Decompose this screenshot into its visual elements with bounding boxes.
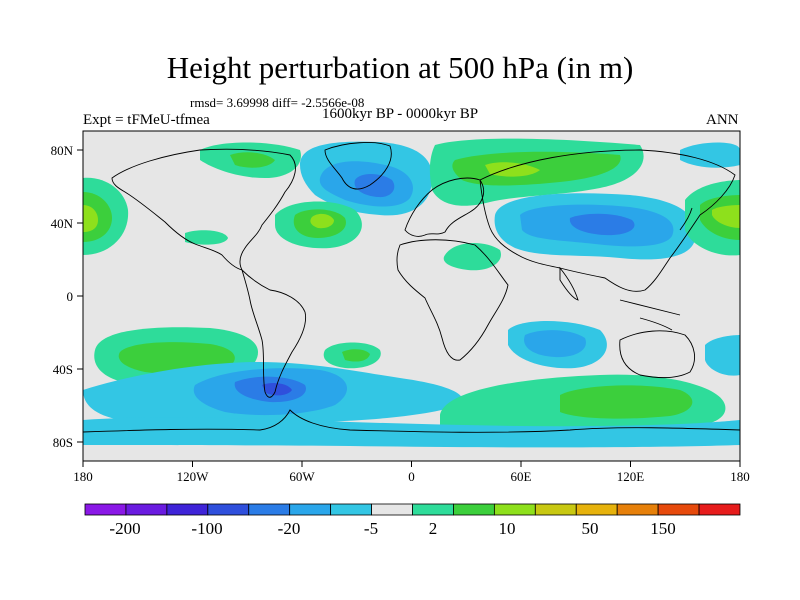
colorbar-swatch	[207, 503, 250, 516]
colorbar-swatch	[534, 503, 577, 516]
colorbar-swatch	[248, 503, 291, 516]
colorbar-swatch	[493, 503, 536, 516]
x-tick-label: 60W	[289, 469, 315, 484]
colorbar-swatch	[289, 503, 332, 516]
colorbar-swatch	[412, 503, 454, 516]
rmsd-diff-stats: rmsd= 3.69998 diff= -2.5566e-08	[190, 95, 365, 110]
x-tick-label: 0	[408, 469, 415, 484]
y-axis-labels: 80N 40N 0 40S 80S	[51, 143, 74, 450]
x-tick-label: 120W	[177, 469, 210, 484]
colorbar-labels: -200 -100 -20 -5 2 10 50 150	[109, 519, 675, 538]
experiment-label: Expt = tFMeU-tfmea	[83, 112, 210, 128]
colorbar-swatch	[371, 503, 413, 516]
colorbar-label: 2	[429, 519, 438, 538]
colorbar-swatch	[616, 503, 659, 516]
tick-marks	[77, 149, 741, 467]
colorbar-swatch	[698, 503, 741, 516]
time-period-label: 1600kyr BP - 0000kyr BP	[322, 106, 479, 122]
colorbar	[84, 503, 741, 516]
y-tick-label: 40S	[53, 362, 73, 377]
contour-negative-antarctica	[83, 417, 740, 448]
colorbar-swatch	[453, 503, 495, 516]
y-tick-label: 0	[67, 289, 74, 304]
colorbar-swatch	[84, 503, 127, 516]
colorbar-label: 50	[582, 519, 599, 538]
y-tick-label: 40N	[51, 216, 74, 231]
plot-title: Height perturbation at 500 hPa (in m)	[166, 50, 634, 85]
colorbar-swatch	[166, 503, 209, 516]
colorbar-swatch	[575, 503, 618, 516]
x-tick-label: 180	[73, 469, 93, 484]
colorbar-swatch	[330, 503, 372, 516]
x-tick-label: 120E	[617, 469, 645, 484]
colorbar-label: -5	[364, 519, 378, 538]
x-tick-label: 60E	[511, 469, 532, 484]
x-axis-labels: 180 120W 60W 0 60E 120E 180	[73, 469, 750, 484]
coastlines	[83, 142, 740, 433]
y-tick-label: 80S	[53, 435, 73, 450]
colorbar-label: -100	[191, 519, 222, 538]
x-tick-label: 180	[730, 469, 750, 484]
colorbar-label: -20	[278, 519, 301, 538]
colorbar-swatch	[657, 503, 700, 516]
colorbar-label: 10	[499, 519, 516, 538]
season-label: ANN	[706, 112, 739, 128]
height-field	[83, 131, 740, 461]
y-tick-label: 80N	[51, 143, 74, 158]
colorbar-label: -200	[109, 519, 140, 538]
colorbar-swatch	[125, 503, 168, 516]
colorbar-label: 150	[650, 519, 676, 538]
